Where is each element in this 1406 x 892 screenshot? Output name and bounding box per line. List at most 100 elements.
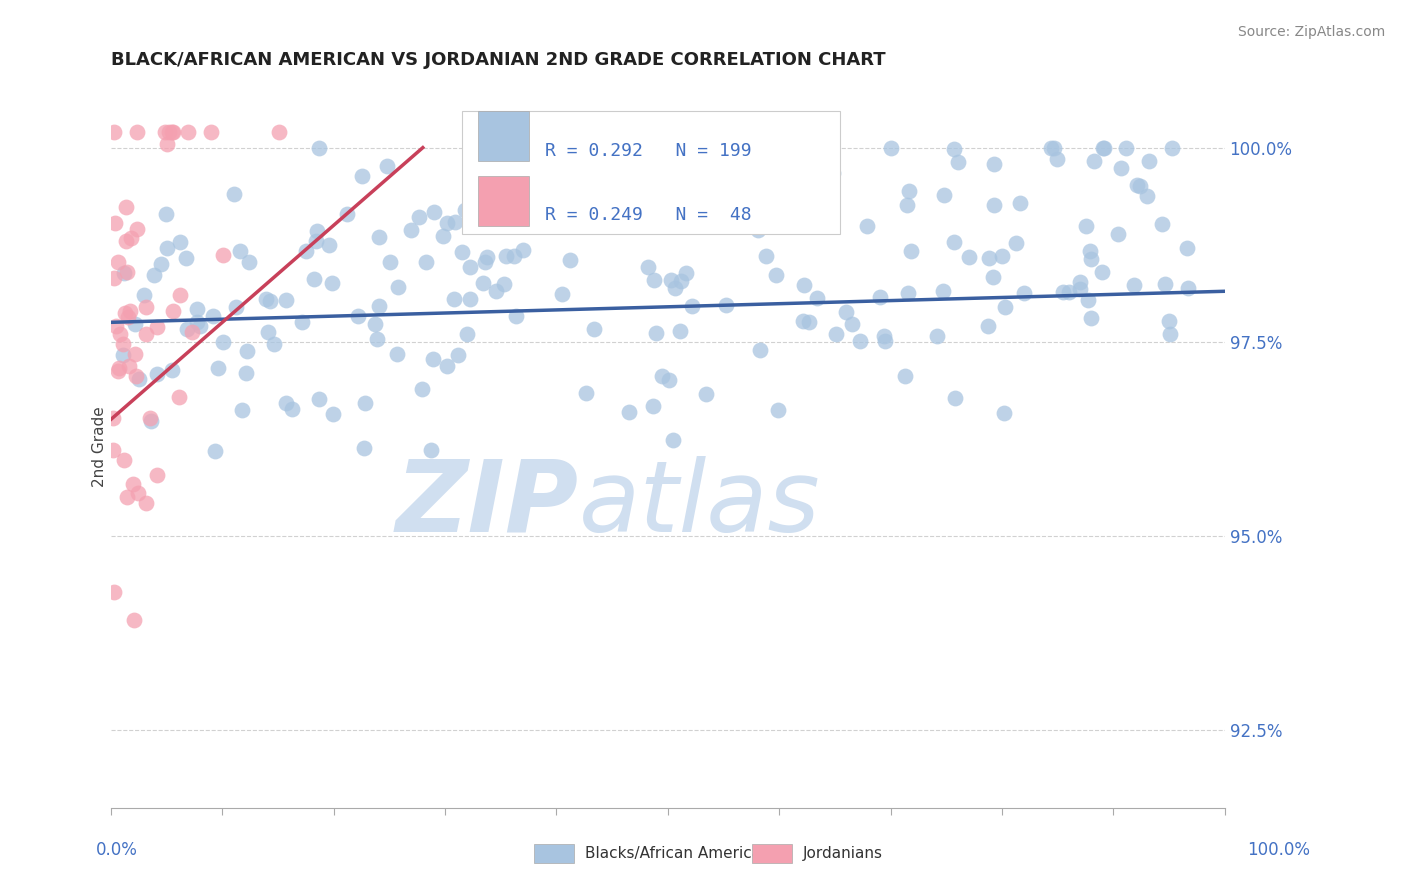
Point	[976, 319, 998, 334]
Point	[188, 319, 211, 334]
Point	[993, 406, 1015, 420]
Point	[659, 273, 682, 287]
Text: Jordanians: Jordanians	[803, 847, 883, 861]
Point	[157, 125, 180, 139]
Point	[669, 324, 692, 338]
Point	[894, 369, 917, 384]
Point	[793, 141, 815, 155]
Point	[558, 252, 581, 267]
Point	[1069, 275, 1091, 289]
Point	[897, 286, 920, 301]
Point	[661, 434, 683, 448]
Point	[238, 255, 260, 269]
Point	[673, 207, 696, 221]
Point	[280, 401, 302, 416]
Point	[501, 219, 523, 233]
Point	[1010, 196, 1032, 211]
Point	[932, 188, 955, 202]
Text: R = 0.292   N = 199: R = 0.292 N = 199	[546, 142, 752, 160]
Point	[755, 209, 778, 223]
Point	[423, 205, 446, 219]
Point	[823, 166, 845, 180]
Point	[291, 315, 314, 329]
Text: Source: ZipAtlas.com: Source: ZipAtlas.com	[1237, 25, 1385, 39]
Point	[295, 244, 318, 259]
Point	[1129, 179, 1152, 194]
Point	[1092, 141, 1115, 155]
Point	[569, 191, 592, 205]
Point	[160, 125, 183, 139]
Point	[117, 490, 139, 504]
Point	[450, 245, 472, 260]
Point	[307, 224, 329, 238]
Point	[512, 243, 534, 257]
Point	[793, 211, 815, 226]
Point	[411, 382, 433, 396]
Point	[107, 364, 129, 378]
Point	[699, 211, 721, 225]
Point	[458, 292, 481, 306]
Point	[1069, 282, 1091, 296]
Point	[162, 363, 184, 377]
Point	[174, 251, 197, 265]
Point	[229, 244, 252, 258]
Point	[127, 222, 149, 236]
Point	[114, 306, 136, 320]
Point	[162, 125, 184, 139]
Point	[1057, 285, 1080, 300]
Point	[117, 359, 139, 373]
Point	[305, 234, 328, 248]
Point	[105, 319, 128, 334]
Point	[186, 302, 208, 317]
Point	[352, 169, 374, 183]
Point	[495, 249, 517, 263]
Point	[475, 250, 498, 264]
Point	[201, 309, 224, 323]
Text: BLACK/AFRICAN AMERICAN VS JORDANIAN 2ND GRADE CORRELATION CHART: BLACK/AFRICAN AMERICAN VS JORDANIAN 2ND …	[111, 51, 886, 69]
Point	[619, 405, 641, 419]
Point	[204, 443, 226, 458]
Point	[485, 284, 508, 298]
Point	[308, 141, 330, 155]
Point	[896, 198, 918, 212]
Point	[806, 291, 828, 305]
Point	[114, 453, 136, 467]
Point	[145, 468, 167, 483]
Point	[875, 334, 897, 348]
Point	[122, 613, 145, 627]
Text: R = 0.249   N =  48: R = 0.249 N = 48	[546, 206, 752, 225]
Point	[115, 234, 138, 248]
Point	[225, 300, 247, 314]
Point	[637, 260, 659, 275]
Point	[259, 294, 281, 309]
Point	[765, 268, 787, 282]
Point	[103, 585, 125, 599]
Point	[1122, 277, 1144, 292]
Point	[900, 244, 922, 259]
Point	[983, 157, 1005, 171]
Point	[254, 292, 277, 306]
Point	[231, 403, 253, 417]
Point	[399, 223, 422, 237]
Point	[127, 485, 149, 500]
Point	[235, 344, 257, 359]
Point	[1136, 189, 1159, 203]
Point	[768, 403, 790, 417]
Point	[464, 191, 486, 205]
Point	[747, 222, 769, 236]
Point	[207, 361, 229, 376]
Point	[156, 137, 179, 152]
Point	[897, 184, 920, 198]
Point	[346, 309, 368, 323]
Point	[125, 368, 148, 383]
Point	[222, 186, 245, 201]
Point	[128, 372, 150, 386]
Point	[675, 266, 697, 280]
Point	[835, 304, 858, 318]
Point	[269, 125, 291, 139]
Point	[135, 300, 157, 314]
Point	[1159, 326, 1181, 341]
Point	[825, 326, 848, 341]
Point	[1150, 217, 1173, 231]
Point	[645, 326, 668, 340]
